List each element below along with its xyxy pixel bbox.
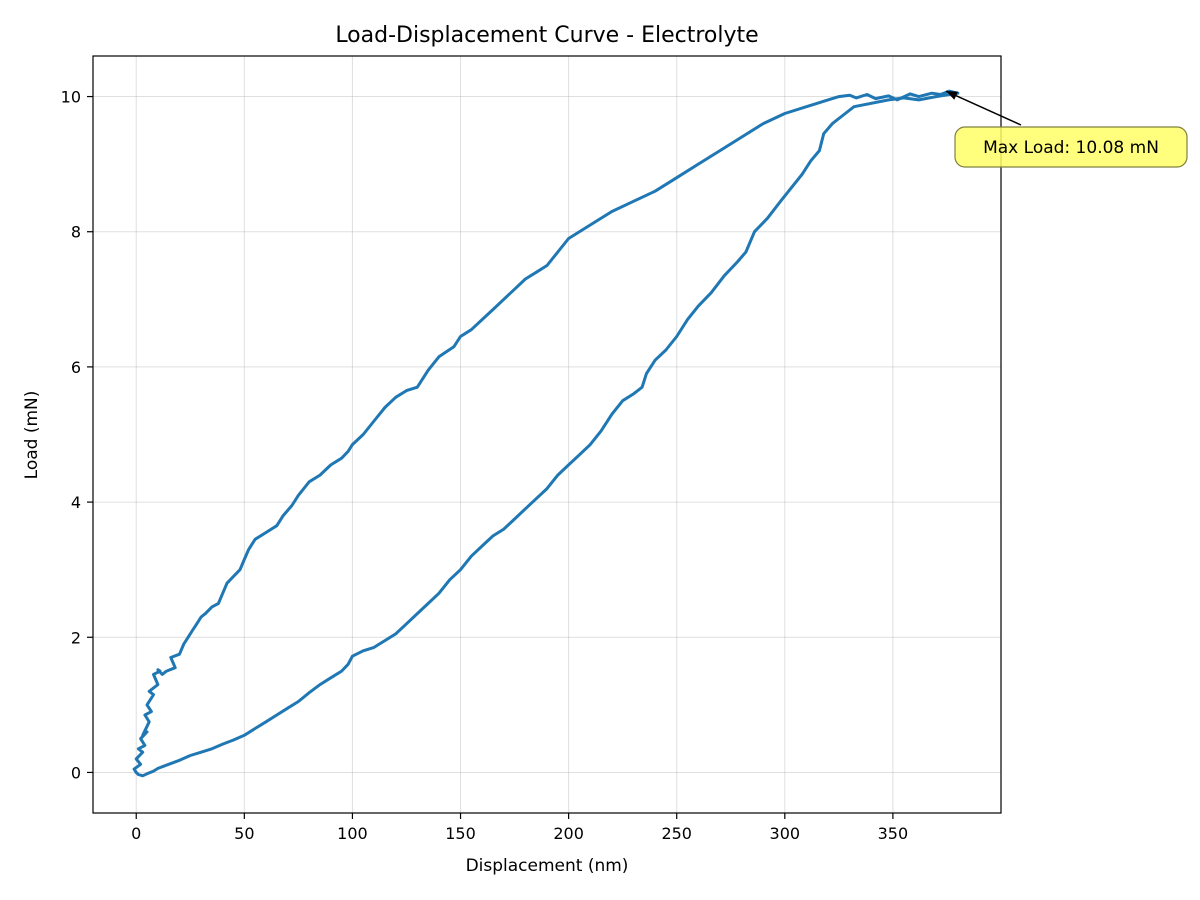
y-tick-label: 0 (71, 763, 81, 782)
x-tick-label: 200 (553, 824, 584, 843)
chart-title: Load-Displacement Curve - Electrolyte (335, 23, 758, 48)
plot-frame (92, 55, 1002, 814)
x-tick-label: 0 (131, 824, 141, 843)
y-tick-label: 2 (71, 628, 81, 647)
x-tick-label: 350 (878, 824, 909, 843)
annotation-text: Max Load: 10.08 mN (983, 138, 1159, 158)
y-tick-label: 8 (71, 223, 81, 242)
y-tick-label: 4 (71, 493, 81, 512)
x-axis-label: Displacement (nm) (466, 856, 629, 876)
annotation-arrow (945, 90, 1022, 126)
grid (93, 56, 1001, 813)
series-2-line (134, 91, 960, 778)
axis-ticks: 0 50 100 150 200 250 300 350 0 2 4 6 8 10 (61, 88, 909, 843)
x-tick-label: 50 (234, 824, 254, 843)
y-tick-label: 10 (61, 88, 81, 107)
annotation-box (954, 126, 1188, 168)
series-1-line (132, 89, 960, 774)
x-tick-label: 250 (661, 824, 692, 843)
y-axis-label: Load (mN) (22, 391, 42, 480)
annotation-arrowhead (946, 91, 958, 100)
x-tick-label: 150 (445, 824, 476, 843)
x-tick-label: 300 (770, 824, 801, 843)
x-tick-label: 100 (337, 824, 368, 843)
annotation: Max Load: 10.08 mN (945, 90, 1188, 168)
curve-layer (132, 89, 960, 778)
y-tick-label: 6 (71, 358, 81, 377)
